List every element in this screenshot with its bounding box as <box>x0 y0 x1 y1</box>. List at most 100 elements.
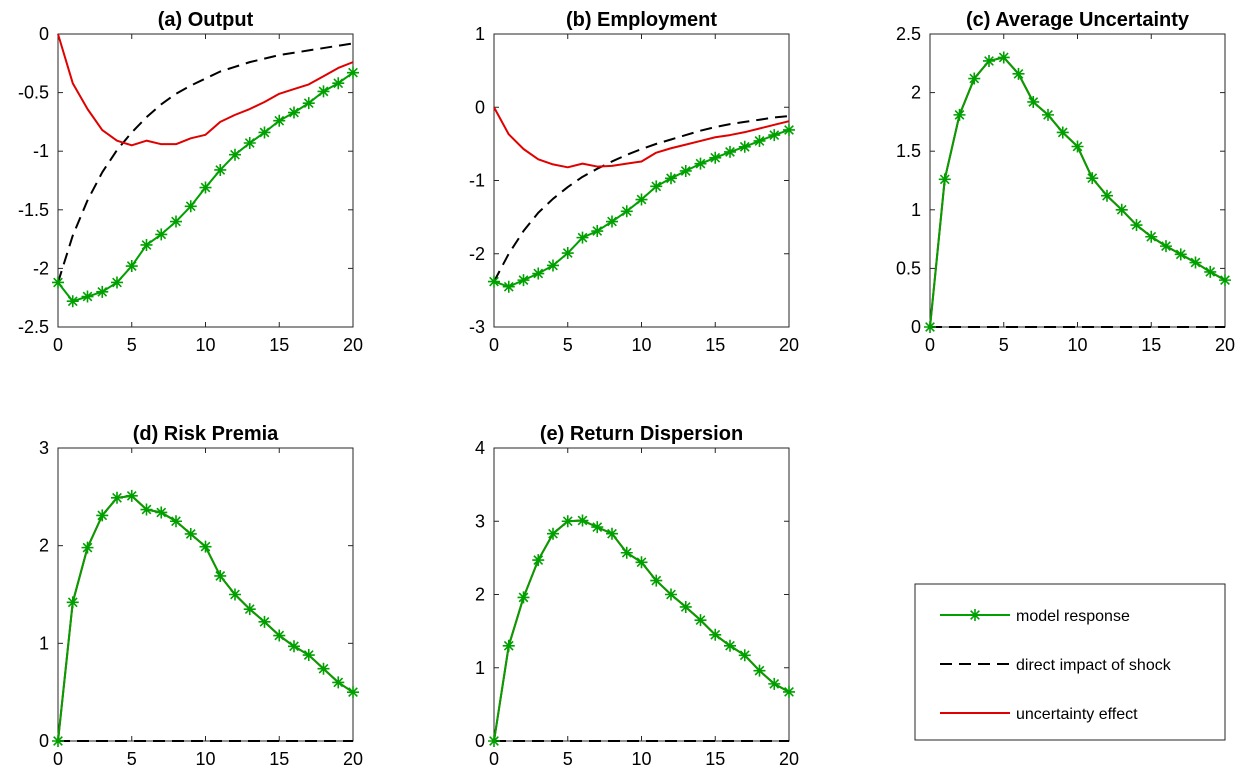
y-tick-label: -1.5 <box>18 200 49 220</box>
x-tick-label: 15 <box>269 335 289 355</box>
x-tick-label: 15 <box>1141 335 1161 355</box>
model-marker <box>96 509 109 522</box>
x-tick-label: 5 <box>563 335 573 355</box>
y-tick-label: -2.5 <box>18 317 49 337</box>
axes-box <box>493 33 790 328</box>
model-marker <box>561 515 574 528</box>
model-marker <box>317 662 330 675</box>
model-marker <box>66 295 79 308</box>
x-tick-label: 0 <box>53 749 63 769</box>
x-tick-label: 0 <box>489 749 499 769</box>
model-marker <box>347 66 359 79</box>
y-tick-label: 3 <box>475 511 485 531</box>
model-marker <box>1160 240 1172 253</box>
x-tick-label: 5 <box>563 749 573 769</box>
model-marker <box>724 145 736 158</box>
model-marker <box>81 541 94 554</box>
model-marker <box>125 260 138 273</box>
model-marker <box>288 640 300 653</box>
model-marker <box>679 600 692 613</box>
model-marker <box>620 205 633 218</box>
model-marker <box>243 136 256 149</box>
x-tick-label: 10 <box>195 335 215 355</box>
model-marker <box>317 85 330 98</box>
y-tick-label: 0 <box>475 731 485 751</box>
model-marker <box>768 677 781 690</box>
model-marker <box>576 231 589 244</box>
model-marker <box>650 180 663 193</box>
model-marker <box>1027 95 1040 108</box>
model-marker <box>302 97 315 110</box>
y-tick-label: -0.5 <box>18 83 49 103</box>
y-tick-label: 1 <box>911 200 921 220</box>
model-marker <box>199 540 212 553</box>
y-tick-label: 0 <box>911 317 921 337</box>
model-marker <box>517 591 530 604</box>
model-marker <box>1012 67 1025 80</box>
x-tick-label: 20 <box>1215 335 1235 355</box>
legend-label: direct impact of shock <box>1016 657 1172 674</box>
model-marker <box>532 554 545 567</box>
x-tick-label: 10 <box>195 749 215 769</box>
model-marker <box>517 274 530 287</box>
model-marker <box>1115 203 1128 216</box>
model-marker <box>170 515 182 528</box>
model-marker <box>724 639 736 652</box>
model-marker <box>620 546 633 559</box>
model-marker <box>665 172 677 185</box>
model-marker <box>1086 172 1099 185</box>
panel-title: (b) Employment <box>566 9 717 31</box>
panel-title: (e) Return Dispersion <box>540 423 743 445</box>
model-marker <box>953 108 966 121</box>
x-tick-label: 20 <box>343 749 363 769</box>
direct-line <box>57 42 354 283</box>
y-tick-label: 2 <box>911 83 921 103</box>
model-marker <box>229 588 241 601</box>
uncertainty-line <box>57 33 354 147</box>
uncertainty-line <box>493 106 790 169</box>
model-marker <box>606 215 618 228</box>
model-marker <box>140 503 153 516</box>
model-marker <box>665 588 677 601</box>
model-marker <box>111 276 123 289</box>
model-marker <box>184 527 197 540</box>
model-marker <box>258 615 271 628</box>
model-marker <box>532 267 545 280</box>
model-marker <box>738 649 751 662</box>
model-marker <box>606 527 618 540</box>
x-tick-label: 15 <box>705 335 725 355</box>
model-marker <box>125 489 138 502</box>
model-marker <box>738 140 751 153</box>
y-tick-label: -2 <box>33 258 49 278</box>
axes-box <box>493 447 790 742</box>
y-tick-label: 2 <box>39 536 49 556</box>
y-tick-label: -1 <box>469 171 485 191</box>
model-marker <box>924 321 936 333</box>
model-marker <box>997 51 1010 64</box>
model-marker <box>199 181 212 194</box>
model-marker <box>1101 189 1113 202</box>
model-marker <box>332 676 345 689</box>
y-tick-label: 0 <box>39 731 49 751</box>
model-marker <box>591 521 604 534</box>
x-tick-label: 15 <box>705 749 725 769</box>
model-marker <box>768 129 781 142</box>
x-tick-label: 0 <box>489 335 499 355</box>
model-marker <box>347 686 359 699</box>
model-marker <box>1056 126 1069 139</box>
model-marker <box>1042 108 1054 121</box>
legend: model response direct impact of shock unce… <box>914 583 1226 741</box>
model-marker <box>968 72 981 85</box>
x-tick-label: 20 <box>343 335 363 355</box>
model-marker <box>983 54 995 67</box>
axes-box <box>57 447 354 742</box>
x-tick-label: 5 <box>127 749 137 769</box>
x-tick-label: 0 <box>53 335 63 355</box>
x-tick-label: 10 <box>631 335 651 355</box>
panel-5: (e) Return Dispersion 0 5 10 15 20 0 1 2 3 4 <box>475 423 799 769</box>
model-marker <box>273 114 286 127</box>
legend-label: model response <box>1016 608 1130 625</box>
model-marker <box>1204 265 1217 278</box>
model-marker <box>1130 219 1143 232</box>
model-marker <box>709 628 722 641</box>
